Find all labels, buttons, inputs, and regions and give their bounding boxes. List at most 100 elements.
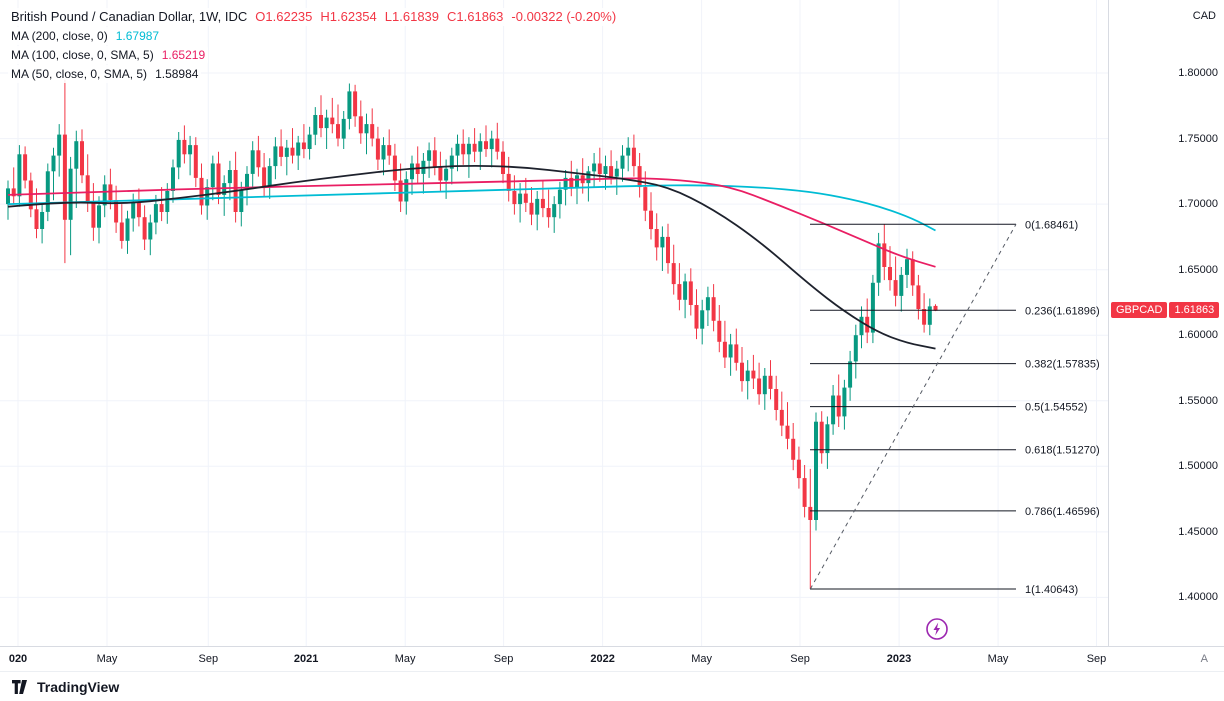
ma-100-row[interactable]: MA (100, close, 0, SMA, 5) 1.65219 bbox=[8, 46, 209, 64]
axis-currency-label: CAD bbox=[1192, 10, 1216, 22]
candle-body bbox=[609, 166, 614, 177]
fib-level-label: 0(1.68461) bbox=[1025, 219, 1078, 231]
candle-body bbox=[455, 143, 460, 156]
candle-body bbox=[472, 143, 477, 152]
candle-body bbox=[575, 175, 579, 189]
candle-body bbox=[899, 274, 904, 296]
candle-body bbox=[734, 344, 739, 363]
ma-100-label: MA (100, close, 0, SMA, 5) bbox=[11, 48, 154, 62]
candle-body bbox=[398, 180, 403, 202]
ma-50-label: MA (50, close, 0, SMA, 5) bbox=[11, 67, 148, 81]
candle-body bbox=[45, 171, 50, 212]
lightning-boost-icon[interactable] bbox=[925, 617, 949, 641]
time-tick-label: 2022 bbox=[590, 653, 615, 665]
candle-body bbox=[188, 145, 193, 155]
candle-body bbox=[125, 218, 130, 241]
price-axis[interactable]: CAD 1.80000 1.75000 1.70000 1.65000 1.60000 1… bbox=[1108, 0, 1224, 646]
candle-body bbox=[677, 284, 682, 300]
candle-body bbox=[341, 118, 346, 139]
candle-body bbox=[273, 146, 278, 167]
candle-body bbox=[694, 305, 699, 329]
candle-body bbox=[11, 188, 16, 197]
candle-body bbox=[905, 259, 909, 275]
candle-body bbox=[557, 189, 562, 205]
candle-body bbox=[290, 147, 295, 156]
candle-body bbox=[506, 173, 511, 191]
candle-body bbox=[267, 166, 272, 188]
candle-body bbox=[205, 187, 210, 206]
axis-corner-button[interactable]: A bbox=[1200, 653, 1208, 665]
candle-body bbox=[518, 193, 523, 205]
candle-body bbox=[836, 395, 841, 417]
candle-body bbox=[74, 141, 79, 169]
price-tick-label: 1.80000 bbox=[1178, 67, 1218, 79]
last-price-badge: GBPCAD 1.61863 bbox=[1111, 301, 1220, 318]
candle-body bbox=[666, 236, 670, 264]
chart-legend: British Pound / Canadian Dollar, 1W, IDC… bbox=[8, 8, 620, 84]
time-tick-label: 2023 bbox=[886, 653, 912, 665]
candle-body bbox=[831, 395, 836, 425]
candle-body bbox=[176, 139, 181, 168]
candle-body bbox=[216, 163, 221, 195]
symbol-ohlc-row[interactable]: British Pound / Canadian Dollar, 1W, IDC… bbox=[8, 8, 620, 26]
candle-body bbox=[842, 387, 847, 417]
candle-body bbox=[620, 155, 625, 169]
candle-body bbox=[819, 421, 824, 454]
candle-body bbox=[23, 154, 28, 181]
time-tick-label: Sep bbox=[198, 653, 219, 665]
ma-200-value: 1.67987 bbox=[115, 29, 160, 43]
candle-body bbox=[700, 310, 705, 329]
candle-body bbox=[762, 375, 767, 395]
candle-body bbox=[34, 209, 39, 229]
candle-body bbox=[563, 177, 568, 190]
candle-body bbox=[825, 424, 830, 454]
candle-body bbox=[751, 370, 756, 379]
ma-50-value: 1.58984 bbox=[155, 67, 199, 81]
candle-body bbox=[432, 150, 437, 168]
candle-body bbox=[51, 155, 56, 172]
candle-body bbox=[153, 204, 158, 223]
candle-body bbox=[870, 282, 875, 333]
fib-trendline[interactable] bbox=[809, 224, 1017, 590]
price-tick-label: 1.55000 bbox=[1178, 394, 1218, 407]
fib-level-label: 1(1.40643) bbox=[1025, 584, 1078, 596]
candle-body bbox=[802, 478, 807, 507]
candle-body bbox=[404, 179, 409, 202]
ma-line-ma200[interactable] bbox=[7, 184, 936, 232]
ma-line-ma50[interactable] bbox=[7, 165, 936, 350]
candle-body bbox=[882, 243, 887, 267]
price-tick-label: 1.50000 bbox=[1178, 460, 1218, 473]
candle-body bbox=[722, 341, 727, 358]
ma-line-ma100[interactable] bbox=[7, 177, 936, 268]
time-axis[interactable]: 020 May Sep 2021 May Sep 2022 May Sep 2023 May Sep … bbox=[0, 646, 1224, 671]
candle-body bbox=[711, 297, 716, 321]
candle-body bbox=[193, 145, 198, 178]
tradingview-logo-text[interactable]: TradingView bbox=[37, 678, 120, 695]
candle-body bbox=[353, 91, 358, 117]
time-tick-label: Sep bbox=[493, 653, 514, 665]
candle-body bbox=[626, 147, 631, 156]
candle-body bbox=[779, 409, 784, 426]
price-chart-canvas[interactable]: 0(1.68461) 0.236(1.61896) 0.382(1.57835) 0.… bbox=[0, 0, 1108, 646]
candle-body bbox=[245, 173, 249, 190]
candle-body bbox=[637, 166, 642, 188]
candle-body bbox=[631, 147, 636, 167]
candle-body bbox=[17, 154, 22, 197]
ma-100-value: 1.65219 bbox=[161, 48, 206, 62]
candle-body bbox=[740, 362, 744, 382]
candle-body bbox=[876, 243, 881, 283]
price-tick-label: 1.65000 bbox=[1178, 263, 1218, 276]
candle-body bbox=[97, 205, 101, 228]
ma-200-row[interactable]: MA (200, close, 0) 1.67987 bbox=[8, 27, 163, 45]
time-tick-label: May bbox=[691, 653, 712, 665]
fib-level-label: 0.382(1.57835) bbox=[1025, 359, 1100, 371]
ma-200-label: MA (200, close, 0) bbox=[11, 29, 108, 43]
price-tick-label: 1.75000 bbox=[1178, 132, 1218, 145]
ma-50-row[interactable]: MA (50, close, 0, SMA, 5) 1.58984 bbox=[8, 65, 202, 83]
candle-body bbox=[358, 116, 363, 134]
candle-body bbox=[182, 139, 187, 155]
candle-body bbox=[119, 222, 124, 241]
candle-body bbox=[284, 147, 289, 157]
time-tick-label: 2021 bbox=[293, 653, 319, 665]
candle-body bbox=[546, 208, 551, 218]
